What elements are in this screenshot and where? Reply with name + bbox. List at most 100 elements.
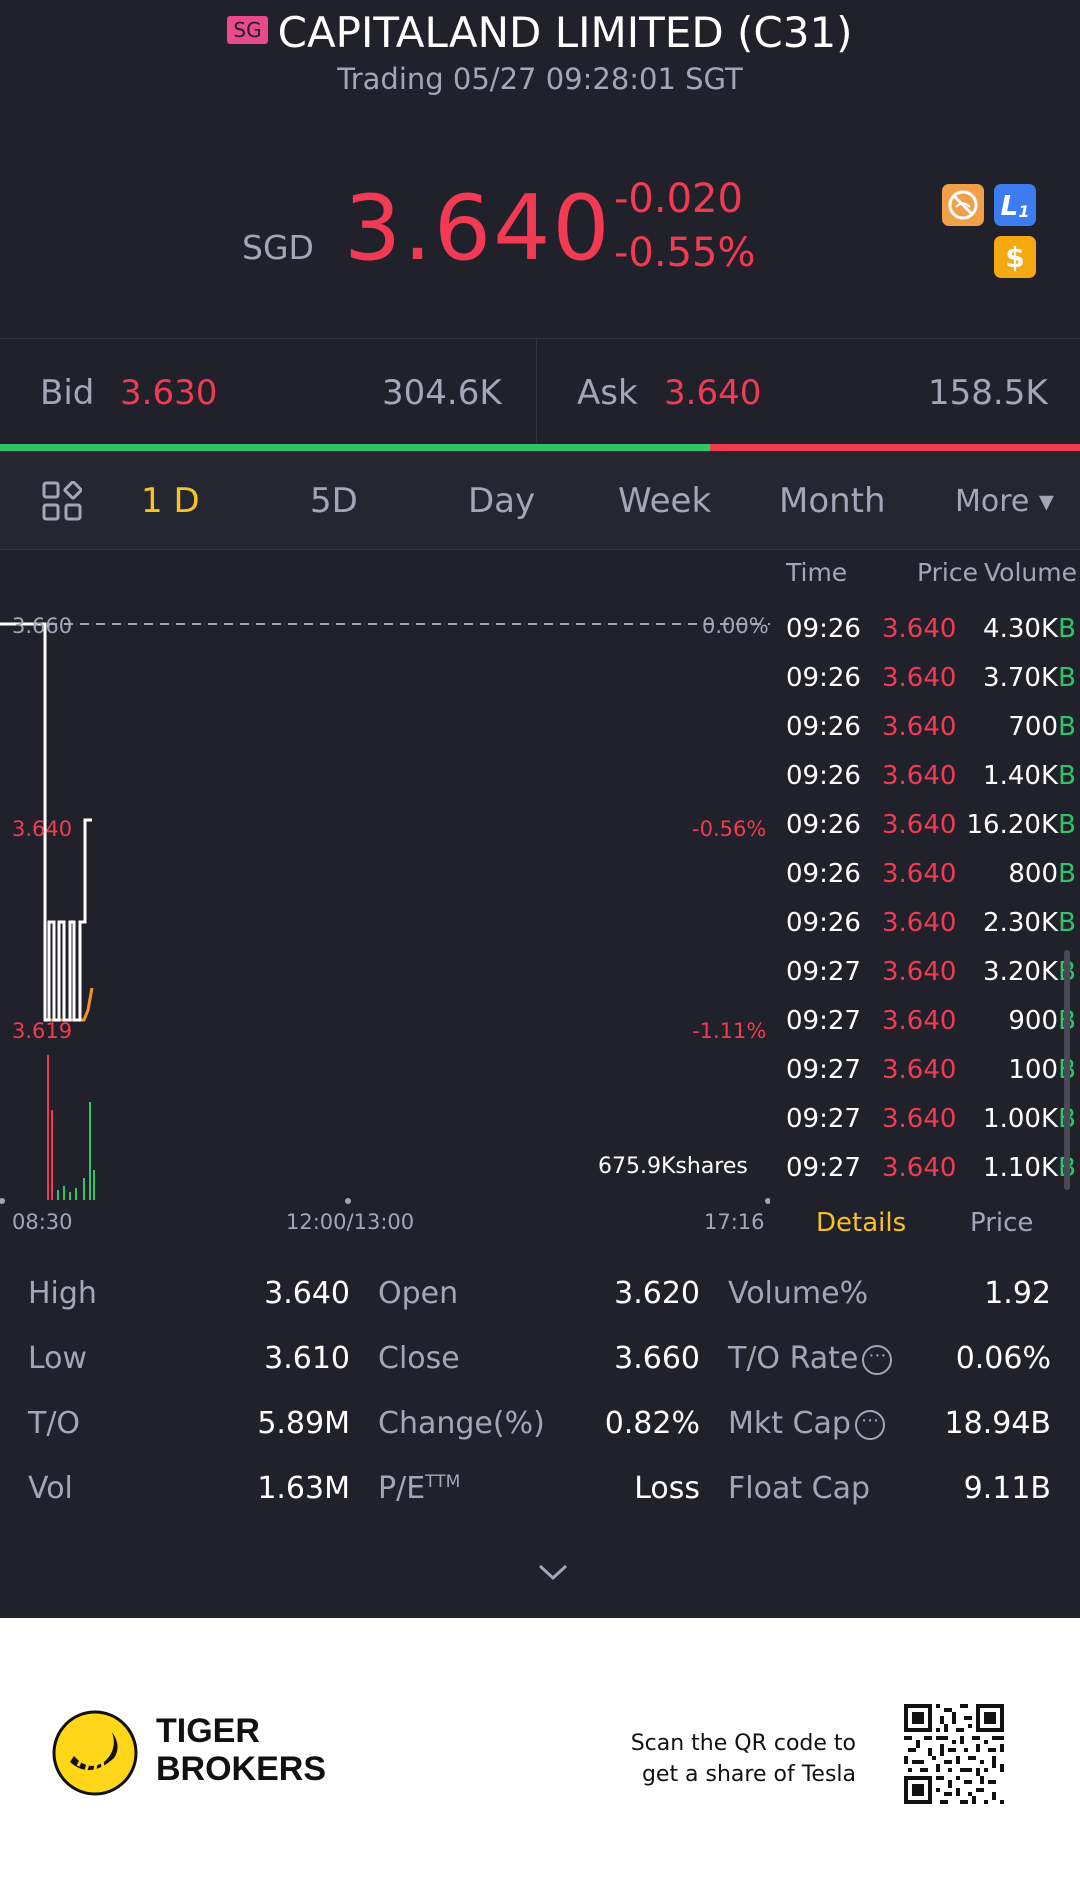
trade-row: 09:26 3.640 2.30K B <box>770 908 1080 957</box>
ask-price: 3.640 <box>664 373 762 413</box>
trade-time: 09:26 <box>786 859 861 889</box>
trade-side: B <box>1058 712 1076 742</box>
trade-price: 3.640 <box>882 1104 957 1134</box>
intraday-chart[interactable]: 3.660 3.640 3.619 0.00% -0.56% -1.11% 67… <box>0 550 770 1240</box>
more-info-icon[interactable]: ⋯ <box>854 1409 885 1440</box>
trade-volume: 4.30K <box>983 614 1058 644</box>
mkt-cap-label: Mkt Cap <box>728 1406 851 1441</box>
trade-volume: 1.10K <box>983 1153 1058 1183</box>
trade-row: 09:26 3.640 1.40K B <box>770 761 1080 810</box>
tab-5d[interactable]: 5D <box>310 481 358 521</box>
chart-period-tabs: 1 D 5D Day Week Month More ▾ <box>0 451 1080 550</box>
stat-label: Change(%) <box>378 1406 545 1441</box>
trade-time: 09:26 <box>786 663 861 693</box>
price-axis-label: 3.640 <box>12 817 73 841</box>
price-axis-label: 3.619 <box>12 1019 73 1043</box>
stat-value: 3.620 <box>614 1276 700 1311</box>
trade-volume: 3.20K <box>983 957 1058 987</box>
pct-axis-label: 0.00% <box>702 614 769 638</box>
trades-header-volume: Volume <box>984 558 1077 587</box>
currency-label: SGD <box>242 228 314 267</box>
trade-row: 09:273.640100B <box>770 1055 1080 1104</box>
tab-week[interactable]: Week <box>618 481 712 521</box>
tab-1d[interactable]: 1 D <box>141 481 200 521</box>
brand-line-2: BROKERS <box>156 1750 327 1788</box>
trades-header-price: Price <box>917 558 978 587</box>
bid-price: 3.630 <box>120 373 218 413</box>
pct-axis-label: -1.11% <box>692 1019 767 1043</box>
trade-side: B <box>1058 859 1076 889</box>
price-change-pct: -0.55% <box>614 230 756 276</box>
stat-value: 5.89M <box>257 1406 350 1441</box>
bid-ratio-bar <box>0 444 710 451</box>
trade-row: 09:273.640900B <box>770 1006 1080 1055</box>
trade-time: 09:26 <box>786 761 861 791</box>
market-badge: SG <box>227 15 268 44</box>
time-axis-label: 08:30 <box>12 1210 73 1234</box>
tab-more[interactable]: More ▾ <box>955 484 1054 519</box>
no-short-icon[interactable] <box>942 184 984 226</box>
stat-value: 1.92 <box>984 1276 1051 1311</box>
layout-grid-icon[interactable] <box>42 480 83 525</box>
stat-label: P/ETTM <box>378 1471 460 1506</box>
trade-price: 3.640 <box>882 1153 957 1183</box>
stat-label: T/O Rate ⋯ <box>728 1341 893 1376</box>
price-change: -0.020 <box>614 176 743 222</box>
stat-value: 0.06% <box>955 1341 1051 1376</box>
stat-value: 3.660 <box>614 1341 700 1376</box>
trade-volume: 1.40K <box>983 761 1058 791</box>
trade-time: 09:26 <box>786 908 861 938</box>
trade-volume: 2.30K <box>983 908 1058 938</box>
more-info-icon[interactable]: ⋯ <box>862 1344 893 1375</box>
trade-price: 3.640 <box>882 614 957 644</box>
promo-line-2: get a share of Tesla <box>641 1762 856 1787</box>
tab-month[interactable]: Month <box>779 481 886 521</box>
trade-price: 3.640 <box>882 663 957 693</box>
dollar-icon[interactable]: $ <box>994 236 1036 278</box>
trade-side: B <box>1058 614 1076 644</box>
tab-day[interactable]: Day <box>468 481 536 521</box>
price-axis-label: 3.660 <box>12 614 73 638</box>
promo-line-1: Scan the QR code to <box>630 1731 856 1756</box>
tab-details[interactable]: Details <box>816 1208 907 1238</box>
stat-label: Float Cap <box>728 1471 871 1506</box>
ask-ratio-bar <box>710 444 1080 451</box>
trade-volume: 800 <box>1008 859 1058 889</box>
time-dot <box>765 1198 770 1204</box>
trade-volume: 700 <box>1008 712 1058 742</box>
time-axis-label: 17:16 <box>704 1210 765 1234</box>
trade-price: 3.640 <box>882 908 957 938</box>
stat-label: Close <box>378 1341 460 1376</box>
trade-price: 3.640 <box>882 761 957 791</box>
tab-price[interactable]: Price <box>970 1208 1034 1238</box>
trade-time: 09:27 <box>786 1153 861 1183</box>
stat-label: Low <box>28 1341 88 1376</box>
trade-volume: 1.00K <box>983 1104 1058 1134</box>
expand-chevron-icon[interactable] <box>536 1560 570 1588</box>
trade-row: 09:26 3.640 3.70K B <box>770 663 1080 712</box>
bid-ask-divider <box>536 339 537 443</box>
stat-value: Loss <box>634 1471 700 1506</box>
trade-volume: 16.20K <box>966 810 1058 840</box>
pe-ttm-sup: TTM <box>425 1472 461 1492</box>
trade-side: B <box>1058 908 1076 938</box>
trade-volume: 900 <box>1008 1006 1058 1036</box>
stat-value: 18.94B <box>944 1406 1051 1441</box>
stat-label: Mkt Cap ⋯ <box>728 1406 885 1441</box>
trade-price: 3.640 <box>882 1055 957 1085</box>
time-dot <box>0 1198 5 1204</box>
bid-volume: 304.6K <box>382 373 502 413</box>
trades-scrollbar[interactable] <box>1064 950 1070 1190</box>
trade-price: 3.640 <box>882 1006 957 1036</box>
trading-status: Trading 05/27 09:28:01 SGT <box>337 62 743 96</box>
stat-label: Vol <box>28 1471 73 1506</box>
ask-volume: 158.5K <box>928 373 1048 413</box>
quote-header: SG CAPITALAND LIMITED (C31) Trading 05/27… <box>0 0 1080 336</box>
stat-value: 1.63M <box>257 1471 350 1506</box>
trade-time: 09:27 <box>786 1006 861 1036</box>
stat-label: High <box>28 1276 97 1311</box>
